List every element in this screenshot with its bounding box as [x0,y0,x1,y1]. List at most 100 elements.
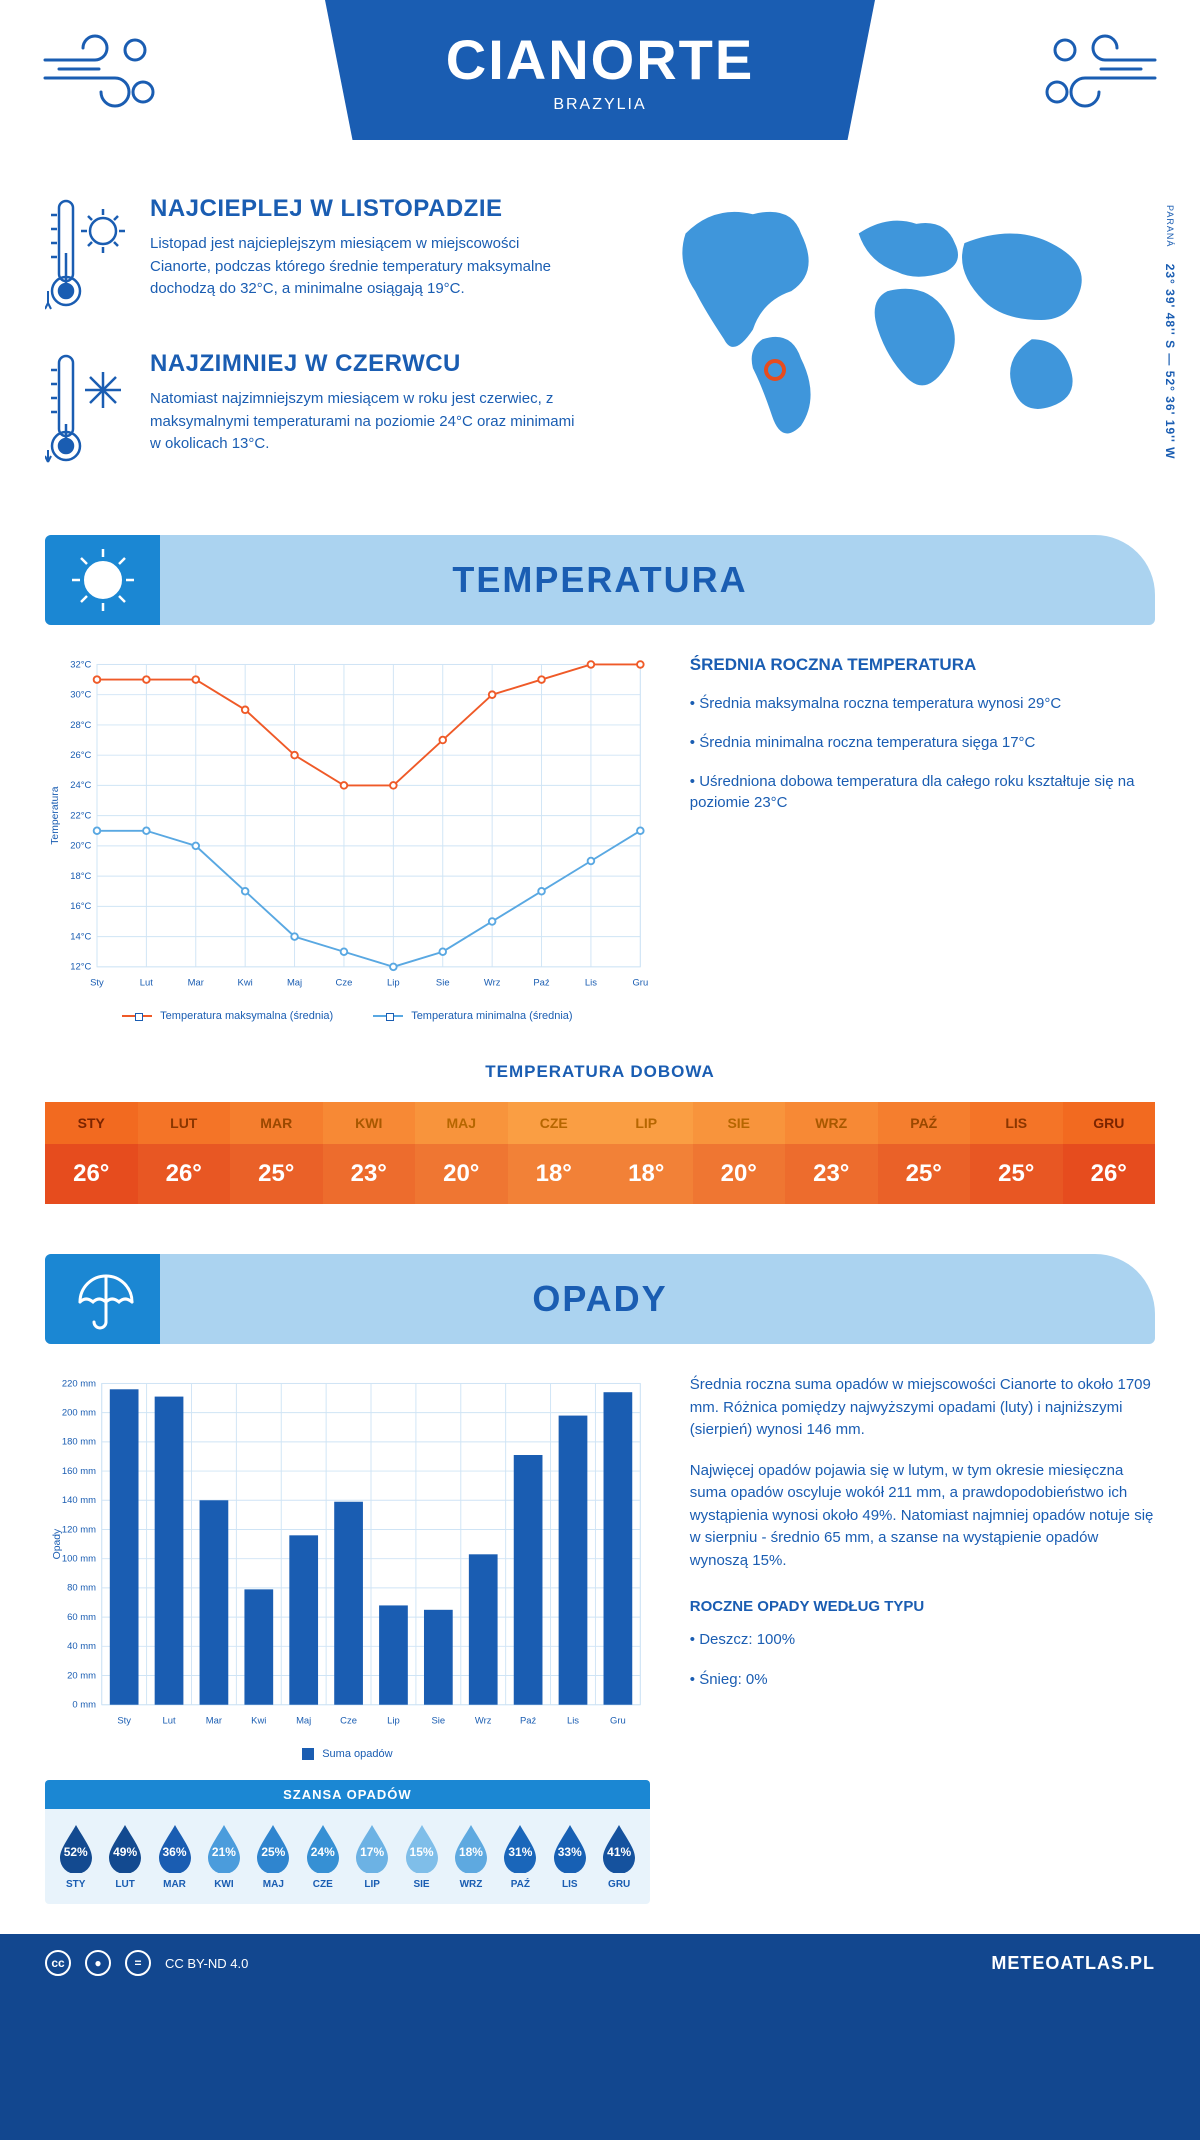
temp-summary-title: ŚREDNIA ROCZNA TEMPERATURA [690,655,1155,675]
temp-table-column: MAJ 20° [415,1102,508,1204]
svg-text:Wrz: Wrz [475,1716,492,1727]
city-title: CIANORTE [446,27,754,92]
sun-icon [45,535,160,625]
chance-item: 41% GRU [594,1823,643,1890]
precip-type-item: • Śnieg: 0% [690,1669,1155,1692]
droplet-icon: 25% [253,1823,293,1873]
svg-text:18°C: 18°C [70,871,91,882]
svg-text:Kwi: Kwi [251,1716,266,1727]
precip-paragraph: Najwięcej opadów pojawia się w lutym, w … [690,1460,1155,1573]
temp-table-column: WRZ 23° [785,1102,878,1204]
svg-text:140 mm: 140 mm [62,1495,96,1506]
precip-type-title: ROCZNE OPADY WEDŁUG TYPU [690,1596,1155,1619]
chance-item: 21% KWI [199,1823,248,1890]
svg-text:Temperatura: Temperatura [50,786,61,844]
svg-text:22°C: 22°C [70,810,91,821]
chance-item: 36% MAR [150,1823,199,1890]
temp-table-column: CZE 18° [508,1102,601,1204]
temp-table-column: LIP 18° [600,1102,693,1204]
temp-table-column: LUT 26° [138,1102,231,1204]
temp-table-column: SIE 20° [693,1102,786,1204]
chance-item: 24% CZE [298,1823,347,1890]
wind-icon [1035,30,1165,125]
cc-icon: cc [45,1950,71,1976]
coldest-title: NAJZIMNIEJ W CZERWCU [150,350,580,378]
footer: cc ● = CC BY-ND 4.0 METEOATLAS.PL [0,1934,1200,1992]
temperature-summary: ŚREDNIA ROCZNA TEMPERATURA • Średnia mak… [690,655,1155,1022]
svg-text:Lis: Lis [585,978,597,989]
svg-text:Paź: Paź [520,1716,537,1727]
chart-legend: Temperatura maksymalna (średnia) Tempera… [45,1010,650,1022]
daily-temp-title: TEMPERATURA DOBOWA [45,1062,1155,1082]
map-marker-icon [764,359,786,381]
svg-text:12°C: 12°C [70,962,91,973]
svg-text:Lip: Lip [387,1716,400,1727]
svg-text:200 mm: 200 mm [62,1408,96,1419]
warmest-text: Listopad jest najcieplejszym miesiącem w… [150,233,580,301]
summary-row: NAJCIEPLEJ W LISTOPADZIE Listopad jest n… [0,175,1200,535]
svg-text:Wrz: Wrz [484,978,501,989]
chance-item: 17% LIP [347,1823,396,1890]
svg-text:Paź: Paź [533,978,550,989]
chance-title: SZANSA OPADÓW [45,1780,650,1809]
temp-table-column: PAŹ 25° [878,1102,971,1204]
chance-item: 52% STY [51,1823,100,1890]
svg-text:Lis: Lis [567,1716,579,1727]
temp-table-column: STY 26° [45,1102,138,1204]
daily-temp-table: TEMPERATURA DOBOWA STY 26°LUT 26°MAR 25°… [0,1052,1200,1254]
region-label: PARANÁ [1165,205,1175,247]
nd-icon: = [125,1950,151,1976]
warmest-block: NAJCIEPLEJ W LISTOPADZIE Listopad jest n… [45,195,580,320]
chance-item: 31% PAŹ [496,1823,545,1890]
world-map-icon [620,195,1155,445]
droplet-icon: 31% [500,1823,540,1873]
svg-text:Maj: Maj [287,978,302,989]
section-header-temperature: TEMPERATURA [45,535,1155,625]
svg-text:120 mm: 120 mm [62,1525,96,1536]
coordinates: PARANÁ 23° 39' 48'' S — 52° 36' 19'' W [1163,205,1177,460]
latlon-label: 23° 39' 48'' S — 52° 36' 19'' W [1163,264,1177,460]
country-subtitle: BRAZYLIA [553,96,646,114]
site-label: METEOATLAS.PL [991,1953,1155,1974]
legend-min-label: Temperatura minimalna (średnia) [411,1010,572,1022]
svg-text:Lut: Lut [162,1716,175,1727]
temp-bullet: • Uśredniona dobowa temperatura dla całe… [690,771,1155,813]
svg-text:160 mm: 160 mm [62,1466,96,1477]
temp-table-column: MAR 25° [230,1102,323,1204]
droplet-icon: 41% [599,1823,639,1873]
svg-text:220 mm: 220 mm [62,1378,96,1389]
svg-text:26°C: 26°C [70,750,91,761]
thermometer-snow-icon [45,350,130,475]
svg-text:16°C: 16°C [70,901,91,912]
svg-text:Cze: Cze [336,978,353,989]
svg-text:Maj: Maj [296,1716,311,1727]
by-icon: ● [85,1950,111,1976]
precipitation-summary: Średnia roczna suma opadów w miejscowośc… [690,1374,1155,1904]
svg-text:Sie: Sie [436,978,450,989]
svg-text:Cze: Cze [340,1716,357,1727]
map-block: PARANÁ 23° 39' 48'' S — 52° 36' 19'' W [620,195,1155,505]
svg-text:100 mm: 100 mm [62,1554,96,1565]
svg-text:32°C: 32°C [70,659,91,670]
svg-text:Mar: Mar [188,978,204,989]
chance-item: 15% SIE [397,1823,446,1890]
temp-bullet: • Średnia minimalna roczna temperatura s… [690,732,1155,753]
droplet-icon: 49% [105,1823,145,1873]
section-title: OPADY [532,1278,667,1320]
svg-text:24°C: 24°C [70,780,91,791]
section-header-precipitation: OPADY [45,1254,1155,1344]
chart-legend: Suma opadów [45,1748,650,1760]
svg-text:Lut: Lut [140,978,153,989]
wind-icon [35,30,165,125]
svg-text:20°C: 20°C [70,841,91,852]
droplet-icon: 36% [155,1823,195,1873]
svg-text:Lip: Lip [387,978,400,989]
precip-chance-panel: SZANSA OPADÓW 52% STY 49% LUT 36% MAR 21… [45,1780,650,1904]
legend-precip-label: Suma opadów [322,1748,392,1760]
svg-text:Sty: Sty [117,1716,131,1727]
droplet-icon: 15% [402,1823,442,1873]
temp-table-column: LIS 25° [970,1102,1063,1204]
svg-text:Gru: Gru [610,1716,626,1727]
thermometer-sun-icon [45,195,130,320]
header: CIANORTE BRAZYLIA [0,0,1200,175]
